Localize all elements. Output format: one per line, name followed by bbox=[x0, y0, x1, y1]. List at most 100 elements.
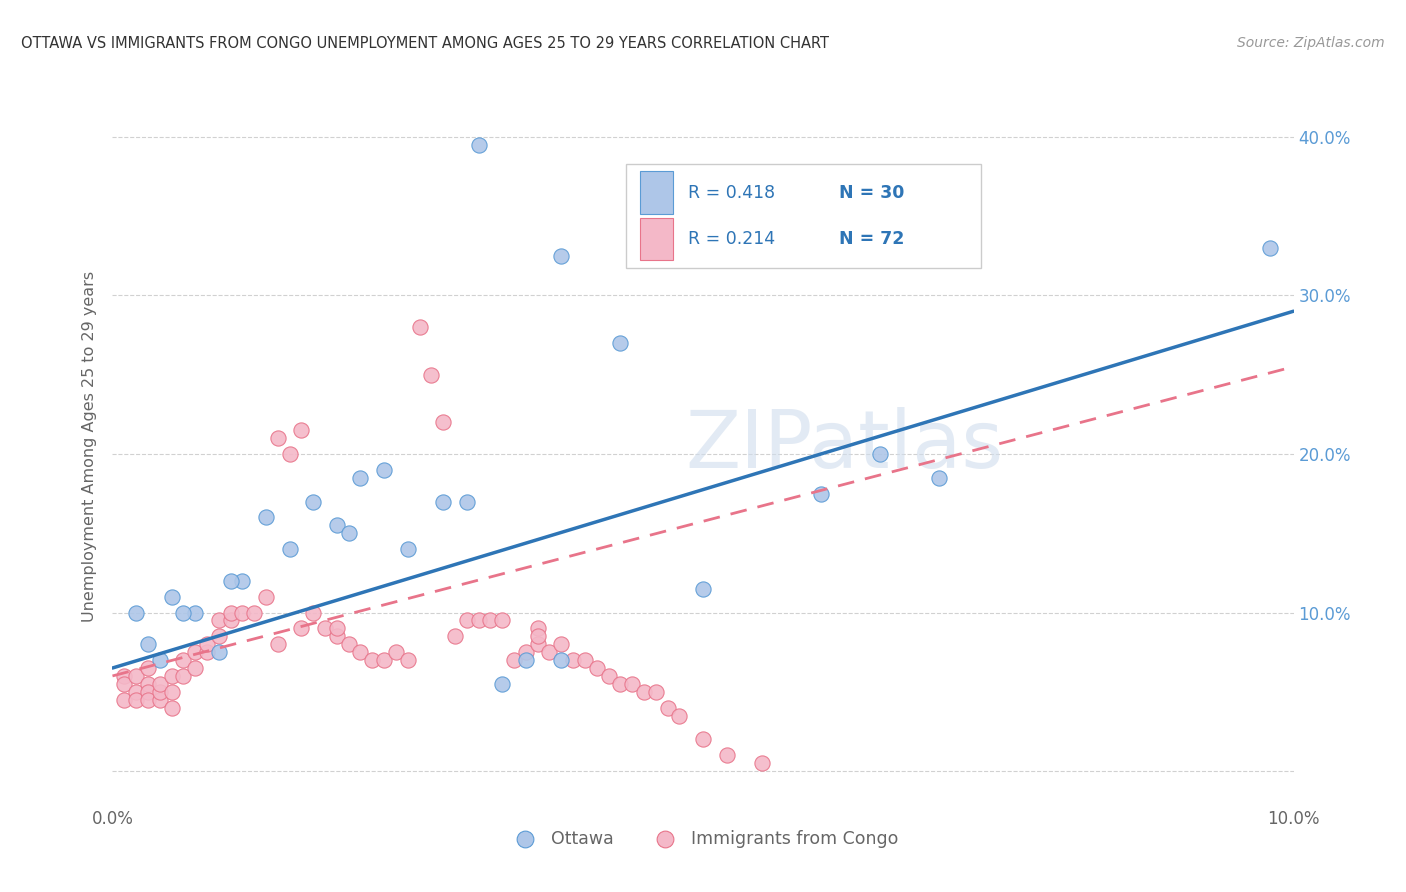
Point bbox=[278, 447, 301, 461]
Point bbox=[361, 653, 384, 667]
Point bbox=[550, 249, 572, 263]
Point bbox=[373, 463, 395, 477]
Point bbox=[621, 677, 644, 691]
Point bbox=[585, 661, 607, 675]
Point bbox=[515, 653, 537, 667]
Point bbox=[609, 677, 631, 691]
Point bbox=[160, 700, 183, 714]
Point bbox=[337, 526, 360, 541]
Point bbox=[243, 606, 266, 620]
Point bbox=[432, 494, 454, 508]
Point bbox=[515, 645, 537, 659]
Point bbox=[526, 637, 548, 651]
Point bbox=[219, 574, 242, 588]
Text: R = 0.418: R = 0.418 bbox=[688, 184, 775, 202]
Point bbox=[208, 645, 231, 659]
Point bbox=[526, 621, 548, 635]
Point bbox=[184, 661, 207, 675]
Point bbox=[160, 590, 183, 604]
Point bbox=[373, 653, 395, 667]
Point bbox=[609, 335, 631, 350]
Point bbox=[208, 629, 231, 643]
Text: R = 0.214: R = 0.214 bbox=[688, 230, 775, 248]
Point bbox=[184, 606, 207, 620]
Point bbox=[491, 614, 513, 628]
Point bbox=[444, 629, 467, 643]
Point bbox=[290, 621, 312, 635]
Point bbox=[149, 677, 172, 691]
Point bbox=[125, 685, 148, 699]
Point bbox=[869, 447, 891, 461]
Point bbox=[278, 542, 301, 557]
Text: OTTAWA VS IMMIGRANTS FROM CONGO UNEMPLOYMENT AMONG AGES 25 TO 29 YEARS CORRELATI: OTTAWA VS IMMIGRANTS FROM CONGO UNEMPLOY… bbox=[21, 36, 830, 51]
Point bbox=[172, 606, 194, 620]
Point bbox=[668, 708, 690, 723]
Point bbox=[396, 653, 419, 667]
Point bbox=[302, 494, 325, 508]
Point bbox=[172, 669, 194, 683]
Point bbox=[337, 637, 360, 651]
Point bbox=[326, 518, 349, 533]
Point bbox=[254, 510, 277, 524]
Point bbox=[644, 685, 666, 699]
Point bbox=[538, 645, 561, 659]
Point bbox=[562, 653, 585, 667]
Point bbox=[149, 692, 172, 706]
Point bbox=[550, 637, 572, 651]
Point bbox=[420, 368, 443, 382]
Point bbox=[219, 606, 242, 620]
Point bbox=[112, 669, 135, 683]
Point bbox=[598, 669, 620, 683]
Point bbox=[810, 486, 832, 500]
Point bbox=[408, 320, 430, 334]
Point bbox=[503, 653, 526, 667]
Point bbox=[149, 685, 172, 699]
Point bbox=[219, 614, 242, 628]
Point bbox=[526, 629, 548, 643]
Point bbox=[491, 677, 513, 691]
Point bbox=[467, 137, 489, 152]
Legend: Ottawa, Immigrants from Congo: Ottawa, Immigrants from Congo bbox=[501, 823, 905, 855]
Point bbox=[184, 645, 207, 659]
Point bbox=[314, 621, 336, 635]
Text: N = 30: N = 30 bbox=[839, 184, 904, 202]
Point bbox=[160, 669, 183, 683]
Point bbox=[1258, 241, 1281, 255]
Point bbox=[385, 645, 408, 659]
Point bbox=[456, 614, 478, 628]
Point bbox=[550, 653, 572, 667]
Point bbox=[136, 692, 159, 706]
Point bbox=[149, 653, 172, 667]
Point bbox=[692, 582, 714, 596]
Point bbox=[112, 692, 135, 706]
Point bbox=[467, 614, 489, 628]
Point bbox=[479, 614, 502, 628]
Y-axis label: Unemployment Among Ages 25 to 29 years: Unemployment Among Ages 25 to 29 years bbox=[82, 270, 97, 622]
Point bbox=[231, 606, 253, 620]
Point bbox=[928, 471, 950, 485]
Point bbox=[349, 471, 371, 485]
Point bbox=[195, 637, 218, 651]
Point bbox=[302, 606, 325, 620]
Point bbox=[136, 685, 159, 699]
Point bbox=[349, 645, 371, 659]
Point bbox=[267, 431, 290, 445]
Point bbox=[633, 685, 655, 699]
Point bbox=[692, 732, 714, 747]
Point bbox=[125, 692, 148, 706]
Point bbox=[254, 590, 277, 604]
Point bbox=[290, 423, 312, 437]
Bar bbox=[640, 218, 673, 260]
Point bbox=[657, 700, 679, 714]
Point bbox=[267, 637, 290, 651]
FancyBboxPatch shape bbox=[626, 164, 980, 268]
Point bbox=[396, 542, 419, 557]
Text: Source: ZipAtlas.com: Source: ZipAtlas.com bbox=[1237, 36, 1385, 50]
Point bbox=[125, 669, 148, 683]
Bar bbox=[640, 171, 673, 214]
Point bbox=[125, 606, 148, 620]
Text: ZIPatlas: ZIPatlas bbox=[686, 407, 1004, 485]
Point bbox=[172, 653, 194, 667]
Text: N = 72: N = 72 bbox=[839, 230, 904, 248]
Point bbox=[326, 629, 349, 643]
